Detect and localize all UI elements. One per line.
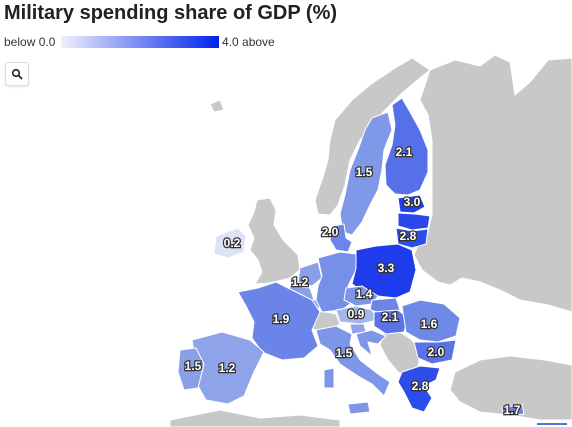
label-italy: 1.5 <box>336 346 353 360</box>
legend-gradient-bar <box>61 36 219 48</box>
region-cyprus <box>501 403 525 417</box>
region-netherlands <box>297 261 323 287</box>
label-romania: 1.6 <box>421 317 438 331</box>
region-estonia <box>397 194 426 214</box>
region-small-island <box>209 99 225 113</box>
region-denmark <box>329 223 353 253</box>
region-france <box>237 281 321 361</box>
label-netherlands: 1.2 <box>292 275 309 289</box>
label-portugal: 1.5 <box>185 359 202 373</box>
region-latvia <box>397 212 431 231</box>
label-cyprus: 1.7 <box>504 403 521 417</box>
region-greece <box>397 365 441 413</box>
region-poland <box>351 243 417 299</box>
label-sweden: 1.5 <box>356 165 373 179</box>
label-bulgaria: 2.0 <box>428 345 445 359</box>
label-ireland: 0.2 <box>224 236 241 250</box>
legend-low-label: below 0.0 <box>4 35 56 49</box>
chart-title: Military spending share of GDP (%) <box>4 2 338 24</box>
label-poland: 3.3 <box>378 261 395 275</box>
attribution-line <box>537 423 567 425</box>
region-ireland <box>213 227 247 259</box>
region-bulgaria <box>413 339 457 365</box>
label-denmark: 2.0 <box>322 225 339 239</box>
region-sardinia <box>323 367 335 389</box>
search-button[interactable] <box>5 62 29 86</box>
label-france: 1.9 <box>273 312 290 326</box>
value-labels: 2.1 1.5 3.0 2.8 2.0 0.2 1.2 3.3 1.4 0.9 … <box>183 144 522 419</box>
search-icon <box>11 68 23 80</box>
region-italy <box>315 325 391 397</box>
label-finland: 2.1 <box>396 145 413 159</box>
region-portugal <box>177 347 205 391</box>
label-lithuania: 2.8 <box>400 229 417 243</box>
region-hungary <box>373 309 409 335</box>
label-czechia: 1.4 <box>356 287 373 301</box>
label-hungary: 2.1 <box>382 310 399 324</box>
region-sweden <box>339 111 393 236</box>
region-turkey <box>449 355 572 421</box>
region-romania <box>401 299 461 343</box>
legend-high-label: 4.0 above <box>222 35 275 49</box>
region-croatia <box>355 329 387 358</box>
region-finland <box>384 97 429 196</box>
region-norway <box>314 57 431 216</box>
region-great-britain <box>247 197 301 285</box>
region-sicily <box>347 401 371 415</box>
label-greece: 2.8 <box>412 379 429 393</box>
region-russia <box>413 54 572 313</box>
region-north-africa <box>169 409 341 427</box>
label-estonia: 3.0 <box>404 195 421 209</box>
label-austria: 0.9 <box>348 307 365 321</box>
label-spain: 1.2 <box>219 361 236 375</box>
